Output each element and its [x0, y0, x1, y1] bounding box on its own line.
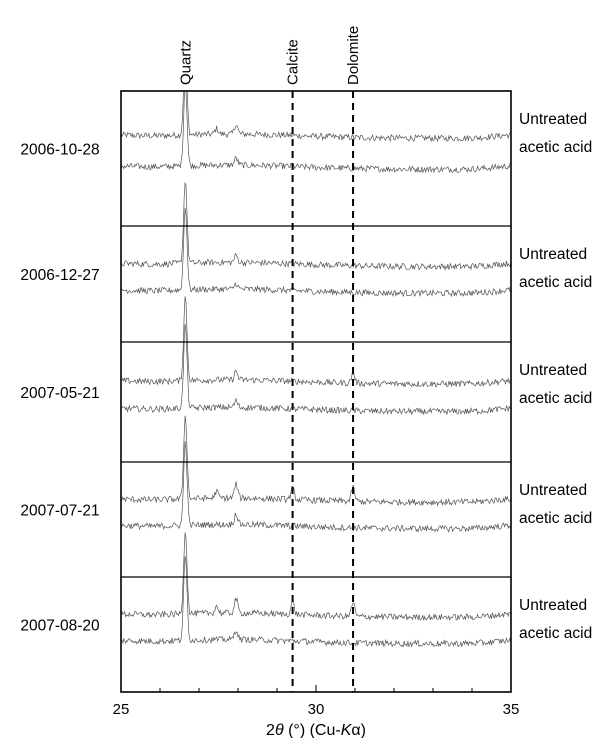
label-acetic-acid: acetic acid: [519, 510, 592, 527]
label-untreated: Untreated: [519, 362, 587, 379]
mineral-label-calcite: Calcite: [285, 39, 302, 85]
trace-2007-08-20-acetic-acid: [121, 556, 511, 648]
plot-frame: [120, 90, 512, 693]
trace-2007-07-21-untreated: [121, 415, 511, 507]
x-tick-label: 25: [113, 701, 130, 718]
label-acetic-acid: acetic acid: [519, 274, 592, 291]
panel-date-label: 2006-10-28: [20, 142, 99, 159]
trace-2007-05-21-acetic-acid: [121, 323, 511, 416]
panel-date-label: 2007-07-21: [20, 503, 99, 520]
trace-2006-10-28-untreated: [121, 91, 511, 143]
label-untreated: Untreated: [519, 246, 587, 263]
mineral-label-dolomite: Dolomite: [345, 26, 362, 85]
x-axis-title: 2θ (°) (Cu-Kα): [266, 722, 366, 738]
panel-date-label: 2007-05-21: [20, 385, 99, 402]
label-untreated: Untreated: [519, 482, 587, 499]
trace-2007-05-21-untreated: [121, 296, 511, 388]
mineral-label-quartz: Quartz: [177, 40, 194, 85]
trace-2006-10-28-acetic-acid: [121, 91, 511, 174]
trace-2006-12-27-untreated: [121, 181, 511, 272]
panel-date-label: 2006-12-27: [20, 267, 99, 284]
label-acetic-acid: acetic acid: [519, 139, 592, 156]
x-tick-label: 30: [308, 701, 325, 718]
trace-2007-08-20-untreated: [121, 532, 511, 622]
label-untreated: Untreated: [519, 597, 587, 614]
panel-date-label: 2007-08-20: [20, 618, 100, 635]
label-acetic-acid: acetic acid: [519, 390, 592, 407]
label-untreated: Untreated: [519, 111, 587, 128]
label-acetic-acid: acetic acid: [519, 625, 592, 642]
x-tick-label: 35: [503, 701, 520, 718]
trace-2007-07-21-acetic-acid: [121, 441, 511, 533]
plot-area: [121, 91, 511, 648]
trace-2006-12-27-acetic-acid: [121, 207, 511, 298]
